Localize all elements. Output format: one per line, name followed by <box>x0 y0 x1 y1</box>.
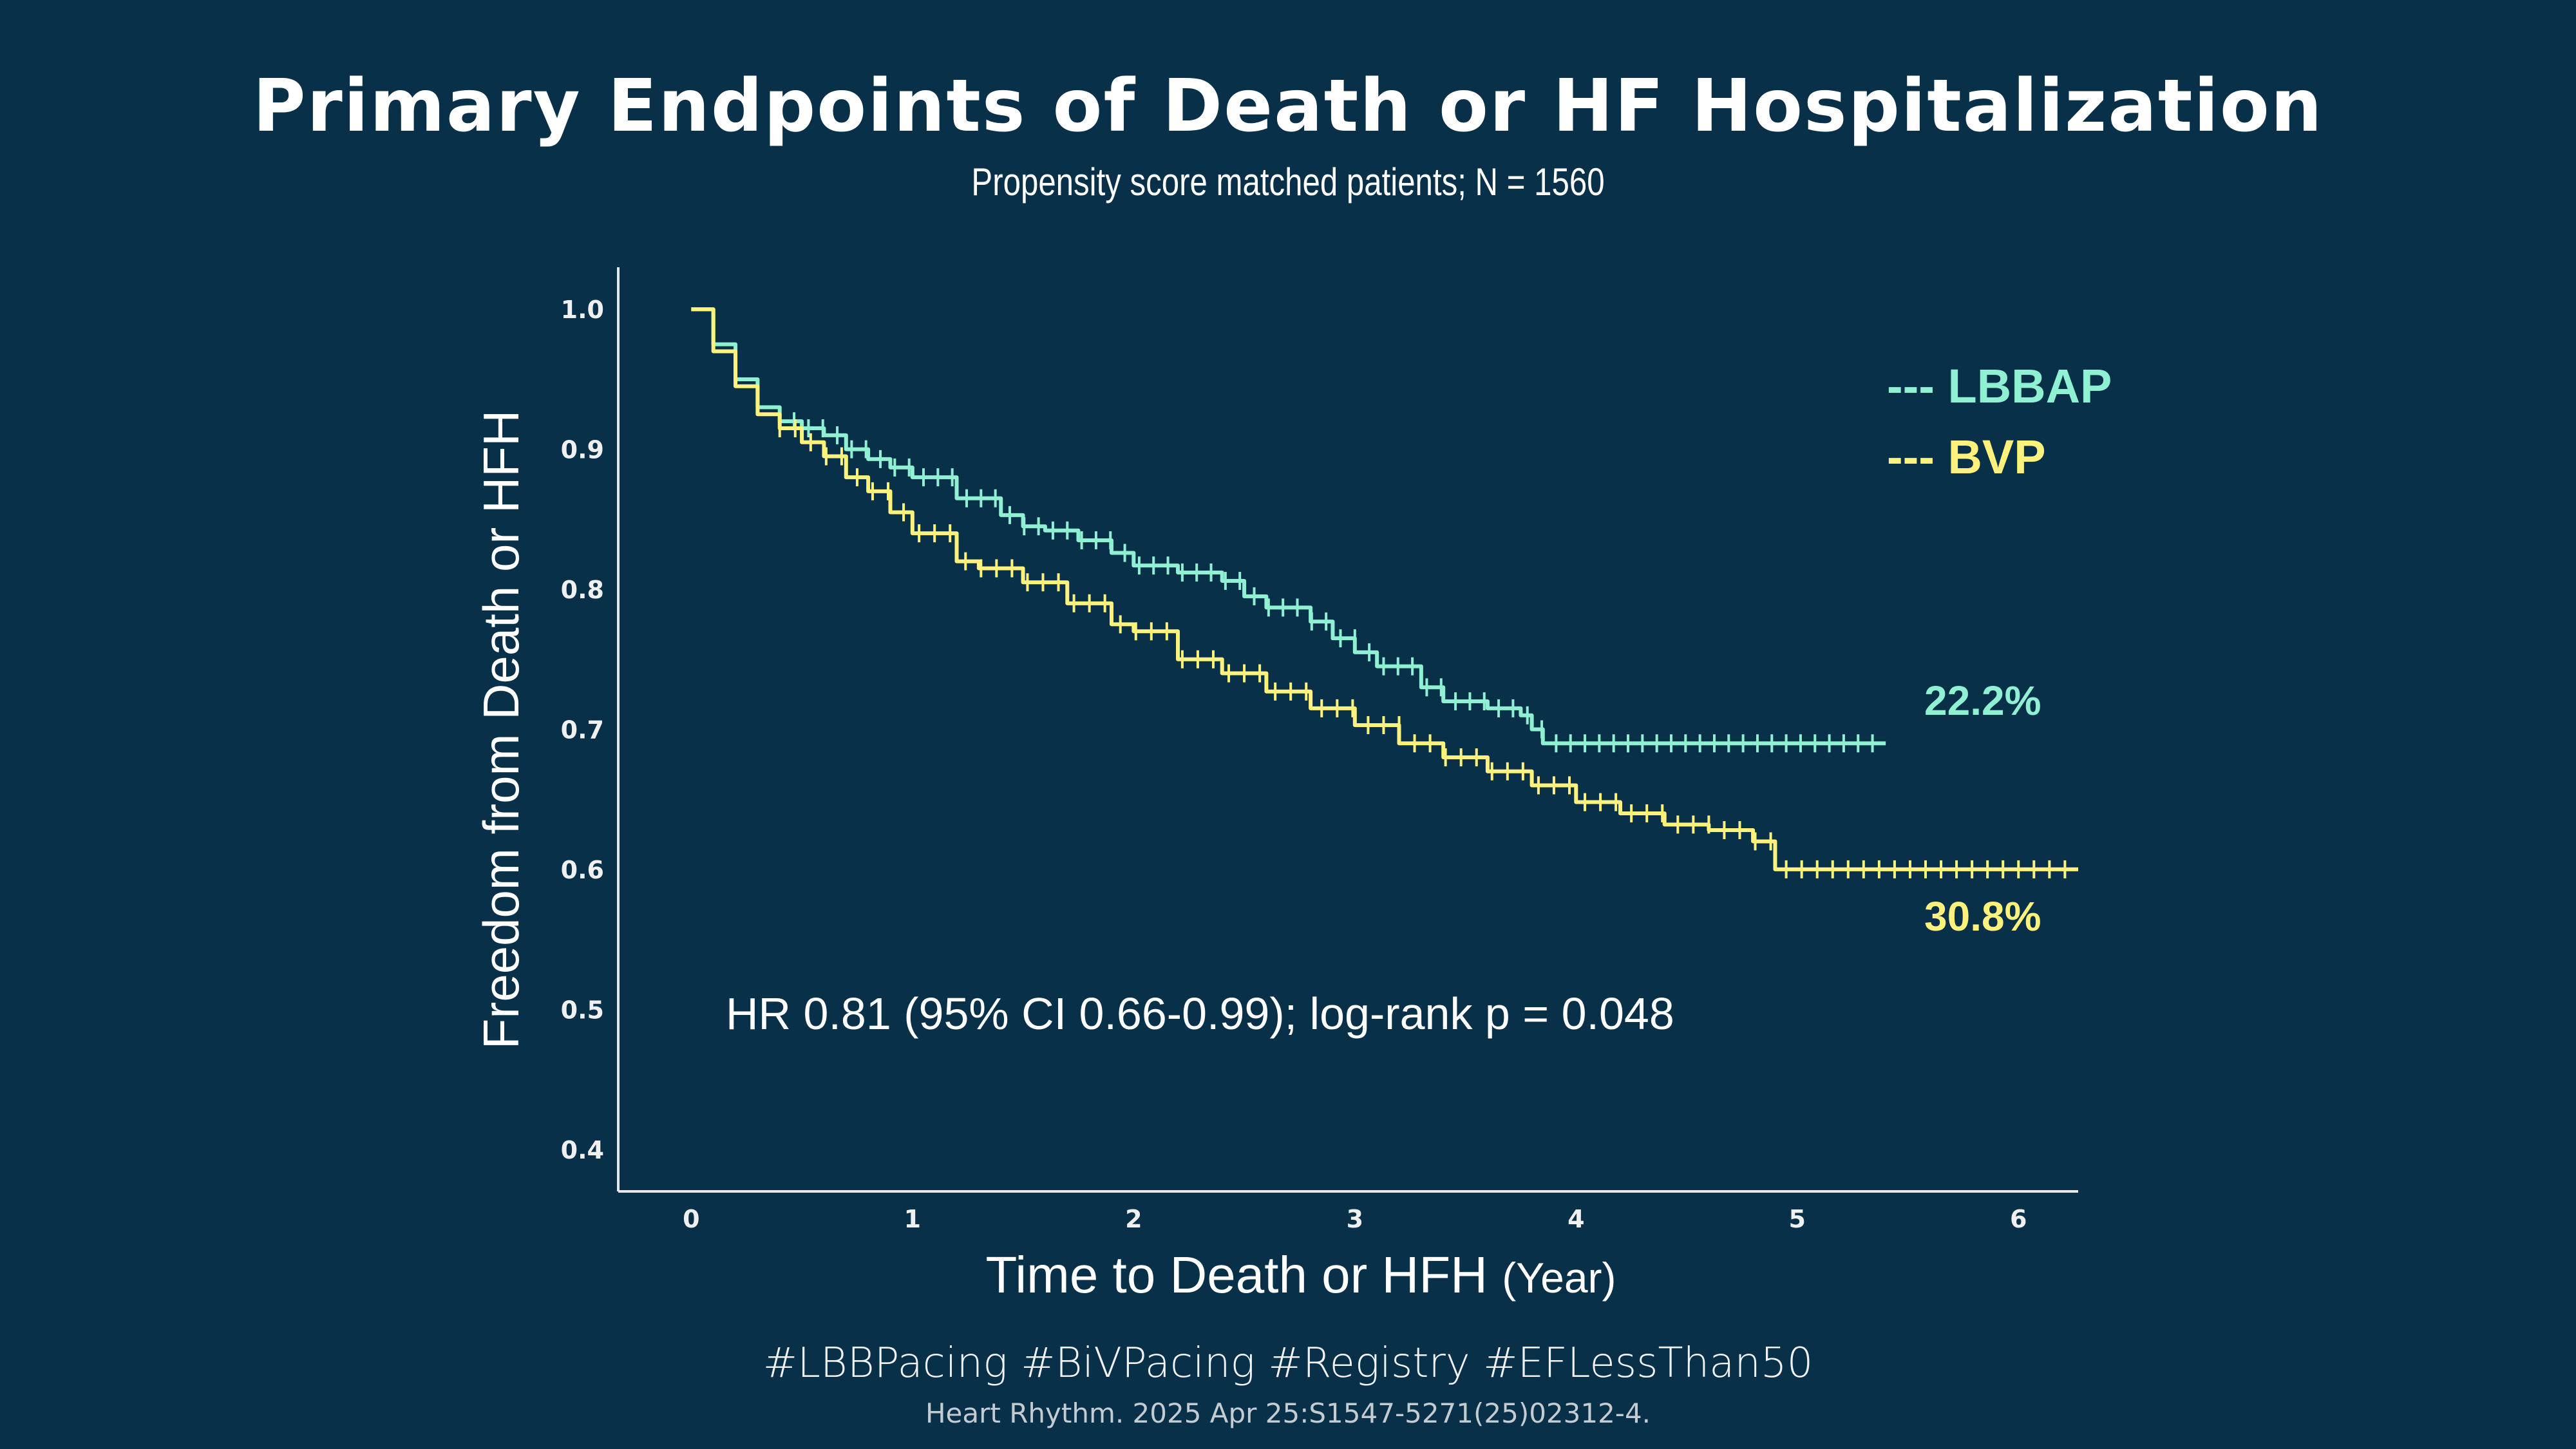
legend-item-bvp: --- BVP <box>1887 430 2046 484</box>
axes: 0.4 0.5 0.6 0.7 0.8 0.9 1.0 0 1 2 3 4 5 6 Time to Deat… <box>473 267 2078 1303</box>
legend-item-lbbap: --- LBBAP <box>1887 359 2112 413</box>
y-tick-label: 0.4 <box>561 1136 604 1164</box>
x-tick-label: 4 <box>1567 1205 1584 1233</box>
series-line-lbbap <box>691 307 1886 746</box>
series-line-bvp <box>691 307 2078 871</box>
x-tick-label: 3 <box>1347 1205 1363 1233</box>
citation: Heart Rhythm. 2025 Apr 25:S1547-5271(25)… <box>925 1397 1651 1429</box>
y-axis-title: Freedom from Death or HFH <box>473 410 529 1050</box>
x-axis-title-unit: (Year) <box>1502 1254 1616 1302</box>
x-tick-label: 2 <box>1125 1205 1142 1233</box>
censor-marks-lbbap <box>778 412 1874 753</box>
hashtags: #LBBPacing #BiVPacing #Registry #EFLessT… <box>762 1340 1814 1387</box>
x-tick-label: 1 <box>904 1205 921 1233</box>
end-label-lbbap: 22.2% <box>1924 677 2041 724</box>
censor-marks-bvp <box>778 419 2067 878</box>
x-axis-title-main: Time to Death or HFH <box>986 1246 1502 1303</box>
y-tick-label: 0.7 <box>561 716 604 744</box>
end-label-bvp: 30.8% <box>1924 893 2041 940</box>
x-tick-label: 0 <box>683 1205 699 1233</box>
x-axis-title: Time to Death or HFH (Year) <box>986 1246 1616 1303</box>
slide-subtitle: Propensity score matched patients; N = 1… <box>971 160 1605 204</box>
chart-labels: --- LBBAP --- BVP 22.2% 30.8% HR 0.81 (95% C… <box>726 359 2112 1039</box>
y-tick-label: 0.9 <box>561 436 604 464</box>
y-tick-label: 1.0 <box>561 296 604 324</box>
survival-curves <box>691 307 2078 878</box>
y-tick-label: 0.8 <box>561 576 604 604</box>
y-tick-label: 0.5 <box>561 996 604 1024</box>
x-tick-label: 6 <box>2010 1205 2027 1233</box>
x-tick-label: 5 <box>1789 1205 1806 1233</box>
slide-title: Primary Endpoints of Death or HF Hospita… <box>252 64 2324 148</box>
y-tick-label: 0.6 <box>561 856 604 884</box>
hr-annotation: HR 0.81 (95% CI 0.66-0.99); log-rank p =… <box>726 989 1674 1039</box>
